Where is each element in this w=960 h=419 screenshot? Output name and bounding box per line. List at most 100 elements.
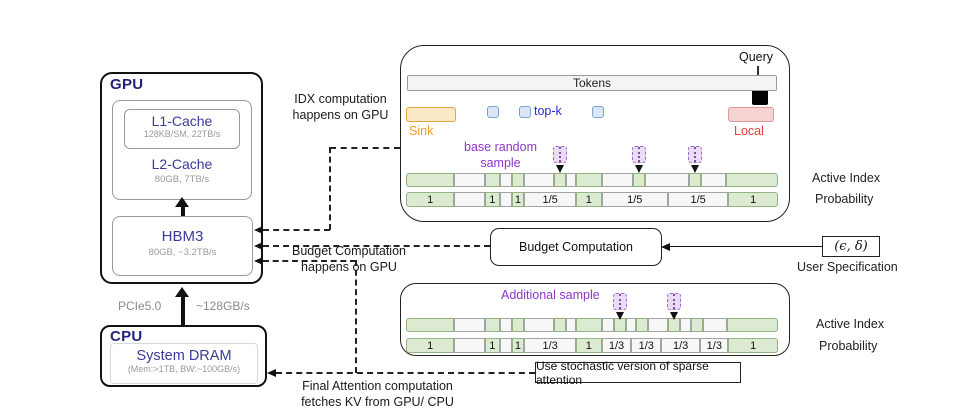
inactive-segment	[601, 318, 615, 332]
probability-value: 1	[750, 193, 757, 206]
active-segment: 1	[728, 192, 778, 207]
probability-segments-bottom: 1 1 1 1/3 1 1/3 1/3 1/3 1/3 1	[406, 338, 778, 353]
inactive-segment	[499, 192, 512, 207]
probability-value: 1/3	[608, 339, 625, 352]
hbm-to-cache-arrowhead-icon	[175, 197, 189, 207]
probability-segments: 1 1 1 1/5 1 1/5 1/5 1	[406, 192, 778, 207]
topk-label: top-k	[534, 104, 562, 118]
inactive-segment: 1/5	[601, 192, 668, 207]
probability-bar-bottom: 1 1 1 1/3 1 1/3 1/3 1/3 1/3 1	[406, 338, 778, 353]
sample-marker	[553, 146, 567, 173]
idx-path-to-hbm	[263, 229, 330, 231]
sampled-token-box-icon	[613, 293, 628, 310]
probability-value: 1	[489, 193, 496, 206]
active-index-bar	[406, 146, 778, 187]
final-path-to-cpu	[276, 372, 535, 374]
final-path-vertical	[355, 260, 357, 373]
idx-arrowhead-icon	[254, 225, 263, 234]
sample-arrowhead-icon	[556, 165, 564, 173]
probability-value: 1	[585, 193, 592, 206]
active-segment	[725, 173, 778, 187]
active-index-bar-bottom	[406, 293, 778, 332]
probability-value: 1/3	[673, 339, 689, 352]
idx-path-vertical	[329, 147, 331, 230]
idx-note: IDX computation happens on GPU	[292, 92, 389, 122]
inactive-segment: 1/5	[524, 192, 576, 207]
budget-computation-box: Budget Computation	[490, 228, 662, 266]
local-label: Local	[734, 124, 764, 138]
l2-cache-name: L2-Cache	[151, 156, 213, 172]
active-index-segments-bottom	[406, 318, 778, 332]
active-index-label-top: Active Index	[812, 171, 881, 185]
user-specification-label: User Specification	[797, 260, 898, 274]
active-segment	[406, 318, 455, 332]
query-arrow	[757, 66, 759, 82]
inactive-segment	[701, 173, 726, 187]
probability-value: 1/3	[638, 339, 654, 352]
probability-value: 1/5	[690, 193, 706, 206]
sample-marker	[613, 293, 628, 320]
active-segment	[406, 173, 455, 187]
budget-path-to-hbm	[263, 245, 490, 247]
hbm-to-cache-arrow	[181, 205, 185, 217]
topk-token-icon	[487, 106, 499, 118]
inactive-segment	[565, 318, 576, 332]
l1-cache-name: L1-Cache	[151, 113, 213, 129]
budget-note: Budget Computation happens on GPU	[292, 244, 406, 274]
probability-value: 1/3	[706, 339, 722, 352]
active-segment: 1	[511, 338, 525, 353]
pcie-label: PCIe5.0	[118, 299, 162, 313]
inactive-segment	[454, 192, 485, 207]
pcie-bandwidth: ~128GB/s	[196, 299, 250, 313]
active-segment	[667, 318, 680, 332]
sampled-token-box-icon	[687, 146, 702, 163]
active-index-segments	[406, 173, 778, 187]
inactive-segment	[454, 173, 485, 187]
sample-dotted-line-icon	[672, 294, 675, 309]
pcie-arrow	[181, 296, 185, 325]
epsilon-delta-box: (ϵ, δ)	[822, 236, 880, 257]
probability-label-top: Probability	[815, 192, 874, 206]
sample-marker	[631, 146, 646, 173]
inactive-segment	[524, 173, 555, 187]
active-segment: 1	[575, 338, 602, 353]
sample-arrowhead-icon	[690, 165, 699, 173]
user-spec-arrowhead-icon	[661, 242, 670, 251]
inactive-segment: 1/3	[700, 338, 729, 353]
active-segment	[484, 173, 500, 187]
inactive-segment: 1/3	[524, 338, 576, 353]
final-note: Final Attention computation fetches KV f…	[301, 379, 454, 409]
sink-label: Sink	[409, 124, 434, 138]
sampled-token-box-icon	[631, 146, 646, 163]
active-index-label-bottom: Active Index	[816, 317, 885, 331]
sample-arrowhead-icon	[669, 312, 678, 320]
active-segment: 1	[575, 192, 602, 207]
active-segment	[575, 318, 602, 332]
hbm3-box: HBM3 80GB, ~3.2TB/s	[112, 216, 253, 276]
active-segment: 1	[484, 192, 500, 207]
inactive-segment	[499, 338, 512, 353]
probability-label-bottom: Probability	[819, 339, 878, 353]
probability-value: 1	[489, 339, 496, 352]
active-segment	[511, 173, 525, 187]
active-segment: 1	[406, 338, 455, 353]
probability-value: 1	[427, 339, 434, 352]
sampled-token-box-icon	[666, 293, 681, 310]
inactive-segment: 1/3	[661, 338, 701, 353]
query-label: Query	[739, 50, 774, 64]
sample-dotted-line-icon	[693, 147, 696, 162]
query-token-icon	[752, 89, 768, 105]
active-segment	[635, 318, 648, 332]
final-path-to-hbm	[263, 260, 356, 262]
gpu-cache-container: L1-Cache 128KB/SM, 22TB/s L2-Cache 80GB,…	[112, 100, 252, 200]
probability-value: 1	[514, 193, 521, 206]
inactive-segment	[647, 318, 668, 332]
sample-dotted-line-icon	[619, 294, 622, 309]
sample-arrowhead-icon	[616, 312, 625, 320]
stochastic-panel: Additional sample 1 1 1 1/3 1 1/3 1/3 1/3 1/3 1	[400, 283, 790, 356]
active-segment	[484, 318, 500, 332]
sampled-token-box-icon	[553, 146, 567, 163]
budget-computation-label: Budget Computation	[519, 240, 633, 254]
tokens-bar: Tokens	[407, 75, 777, 91]
sample-dotted-line-icon	[559, 147, 561, 162]
